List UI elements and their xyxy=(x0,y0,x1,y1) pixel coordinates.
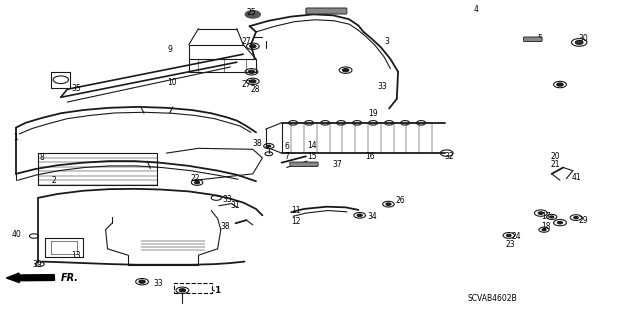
Text: 37: 37 xyxy=(333,160,342,169)
Text: B-50-1: B-50-1 xyxy=(191,286,222,295)
FancyArrow shape xyxy=(6,273,54,283)
Text: 33: 33 xyxy=(222,195,232,204)
Circle shape xyxy=(342,69,349,72)
Text: 34: 34 xyxy=(367,212,377,221)
Text: 17: 17 xyxy=(541,212,550,221)
Text: 16: 16 xyxy=(365,152,374,161)
Text: 38: 38 xyxy=(221,222,230,231)
Circle shape xyxy=(575,41,583,44)
Circle shape xyxy=(245,11,260,18)
Text: 14: 14 xyxy=(307,141,317,150)
Text: 15: 15 xyxy=(307,152,317,161)
Text: 1: 1 xyxy=(13,133,17,142)
Text: 41: 41 xyxy=(572,173,581,182)
Text: 4: 4 xyxy=(474,5,479,14)
Text: 5: 5 xyxy=(538,34,543,43)
Text: 40: 40 xyxy=(12,230,21,239)
Text: 33: 33 xyxy=(378,82,387,91)
Text: 26: 26 xyxy=(396,197,405,205)
FancyBboxPatch shape xyxy=(290,162,318,167)
FancyBboxPatch shape xyxy=(524,37,542,41)
Text: 8: 8 xyxy=(40,153,44,162)
Text: 12: 12 xyxy=(291,217,301,226)
Circle shape xyxy=(139,280,145,283)
Text: 11: 11 xyxy=(291,206,301,215)
Circle shape xyxy=(557,83,563,86)
Circle shape xyxy=(357,214,362,217)
Circle shape xyxy=(573,216,579,219)
Text: 9: 9 xyxy=(168,45,173,54)
Text: 22: 22 xyxy=(191,174,200,183)
Text: 23: 23 xyxy=(506,240,515,249)
Circle shape xyxy=(506,234,511,237)
Circle shape xyxy=(557,221,563,224)
Text: 38: 38 xyxy=(253,139,262,148)
FancyBboxPatch shape xyxy=(174,283,212,293)
Text: 27: 27 xyxy=(242,37,252,46)
Text: 27: 27 xyxy=(242,80,252,89)
Circle shape xyxy=(538,212,543,214)
Text: 24: 24 xyxy=(512,232,522,241)
Text: 28: 28 xyxy=(251,85,260,94)
Circle shape xyxy=(542,229,546,231)
Circle shape xyxy=(179,289,186,292)
Text: 7: 7 xyxy=(285,152,290,161)
Text: 20: 20 xyxy=(550,152,560,161)
Text: 3: 3 xyxy=(384,37,389,46)
Circle shape xyxy=(250,45,256,48)
Circle shape xyxy=(195,181,200,184)
Text: 32: 32 xyxy=(445,152,454,161)
Text: FR.: FR. xyxy=(61,273,79,283)
Text: 25: 25 xyxy=(246,8,256,17)
Circle shape xyxy=(250,80,256,83)
Text: 6: 6 xyxy=(285,142,290,151)
Text: 29: 29 xyxy=(579,216,588,225)
Text: 10: 10 xyxy=(168,78,177,87)
Text: 35: 35 xyxy=(72,84,81,93)
Text: 39: 39 xyxy=(32,260,42,269)
Text: SCVAB4602B: SCVAB4602B xyxy=(467,294,517,303)
Circle shape xyxy=(248,70,255,73)
Text: 19: 19 xyxy=(368,109,378,118)
Text: 33: 33 xyxy=(154,279,163,288)
Text: 2: 2 xyxy=(51,176,56,185)
Text: 13: 13 xyxy=(72,251,81,260)
Text: 21: 21 xyxy=(550,160,560,169)
Text: 30: 30 xyxy=(579,34,588,43)
Text: 31: 31 xyxy=(230,201,240,210)
FancyBboxPatch shape xyxy=(306,8,347,14)
Circle shape xyxy=(550,216,554,218)
Circle shape xyxy=(386,203,391,205)
Circle shape xyxy=(267,145,271,147)
Text: 18: 18 xyxy=(541,222,550,231)
